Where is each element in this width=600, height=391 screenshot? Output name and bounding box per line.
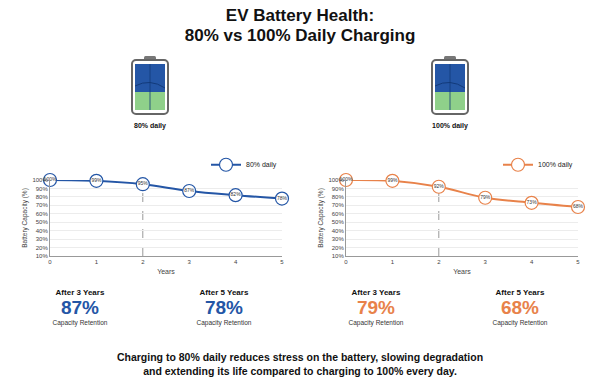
svg-text:1: 1	[95, 259, 99, 265]
html-text:After 3 Years: After 3 Years	[351, 288, 401, 297]
svg-text:1: 1	[391, 259, 395, 265]
svg-text:73%: 73%	[527, 199, 538, 205]
html-text:100% daily: 100% daily	[432, 122, 468, 129]
svg-text:Years: Years	[453, 268, 471, 275]
svg-text:90%: 90%	[332, 186, 345, 192]
svg-text:4: 4	[234, 259, 238, 265]
html-text:Capacity Retention: Capacity Retention	[348, 319, 404, 326]
html-text:Capacity Retention: Capacity Retention	[196, 319, 252, 326]
svg-text:100% daily: 100% daily	[538, 161, 573, 169]
svg-text:5: 5	[576, 259, 580, 265]
svg-text:Battery Capacity (%): Battery Capacity (%)	[21, 188, 29, 248]
svg-text:80% daily: 80% daily	[246, 161, 277, 169]
svg-text:10%: 10%	[36, 253, 49, 259]
svg-text:68%: 68%	[573, 203, 584, 209]
html-text:Charging to 80% daily reduces: Charging to 80% daily reduces stress on …	[116, 351, 484, 363]
svg-text:100%: 100%	[32, 177, 48, 183]
svg-text:20%: 20%	[36, 245, 49, 251]
svg-text:95%: 95%	[138, 180, 149, 186]
svg-text:50%: 50%	[332, 219, 345, 225]
svg-text:70%: 70%	[332, 202, 345, 208]
svg-text:99%: 99%	[91, 177, 102, 183]
svg-text:2: 2	[437, 259, 441, 265]
html-text:and extending its life compare: and extending its life compared to charg…	[143, 365, 457, 377]
svg-text:Years: Years	[157, 268, 175, 275]
svg-text:100%: 100%	[328, 177, 344, 183]
svg-text:40%: 40%	[332, 228, 345, 234]
svg-text:30%: 30%	[332, 236, 345, 242]
svg-text:60%: 60%	[332, 211, 345, 217]
svg-text:100%: 100%	[44, 176, 57, 182]
html-text:Capacity Retention: Capacity Retention	[492, 319, 548, 326]
html-text:78%: 78%	[205, 297, 243, 318]
svg-text:5: 5	[280, 259, 284, 265]
svg-text:60%: 60%	[36, 211, 49, 217]
svg-text:100%: 100%	[340, 176, 353, 182]
svg-text:99%: 99%	[387, 177, 398, 183]
svg-text:0: 0	[48, 259, 52, 265]
html-text:After 5 Years: After 5 Years	[495, 288, 545, 297]
svg-text:10%: 10%	[332, 253, 345, 259]
svg-text:20%: 20%	[332, 245, 345, 251]
svg-text:50%: 50%	[36, 219, 49, 225]
svg-text:92%: 92%	[434, 183, 445, 189]
svg-text:3: 3	[484, 259, 488, 265]
svg-text:80%: 80%	[332, 194, 345, 200]
svg-text:82%: 82%	[231, 191, 242, 197]
html-text:79%: 79%	[357, 297, 395, 318]
html-text:After 5 Years: After 5 Years	[199, 288, 249, 297]
html-text:68%: 68%	[501, 297, 539, 318]
html-text:After 3 Years: After 3 Years	[55, 288, 105, 297]
svg-text:78%: 78%	[277, 195, 288, 201]
html-text:EV Battery Health:: EV Battery Health:	[225, 6, 375, 25]
svg-text:70%: 70%	[36, 202, 49, 208]
svg-text:80%: 80%	[36, 194, 49, 200]
html-text:Capacity Retention: Capacity Retention	[52, 319, 108, 326]
svg-text:3: 3	[188, 259, 192, 265]
svg-text:90%: 90%	[36, 186, 49, 192]
svg-text:30%: 30%	[36, 236, 49, 242]
svg-text:40%: 40%	[36, 228, 49, 234]
svg-text:4: 4	[530, 259, 534, 265]
svg-text:87%: 87%	[184, 187, 195, 193]
svg-text:2: 2	[141, 259, 145, 265]
svg-text:0: 0	[344, 259, 348, 265]
html-text:80% vs 100% Daily Charging: 80% vs 100% Daily Charging	[184, 26, 416, 45]
svg-text:79%: 79%	[480, 194, 491, 200]
html-text:87%: 87%	[61, 297, 99, 318]
svg-text:Battery Capacity (%): Battery Capacity (%)	[317, 188, 325, 248]
html-text:80% daily: 80% daily	[134, 122, 166, 129]
